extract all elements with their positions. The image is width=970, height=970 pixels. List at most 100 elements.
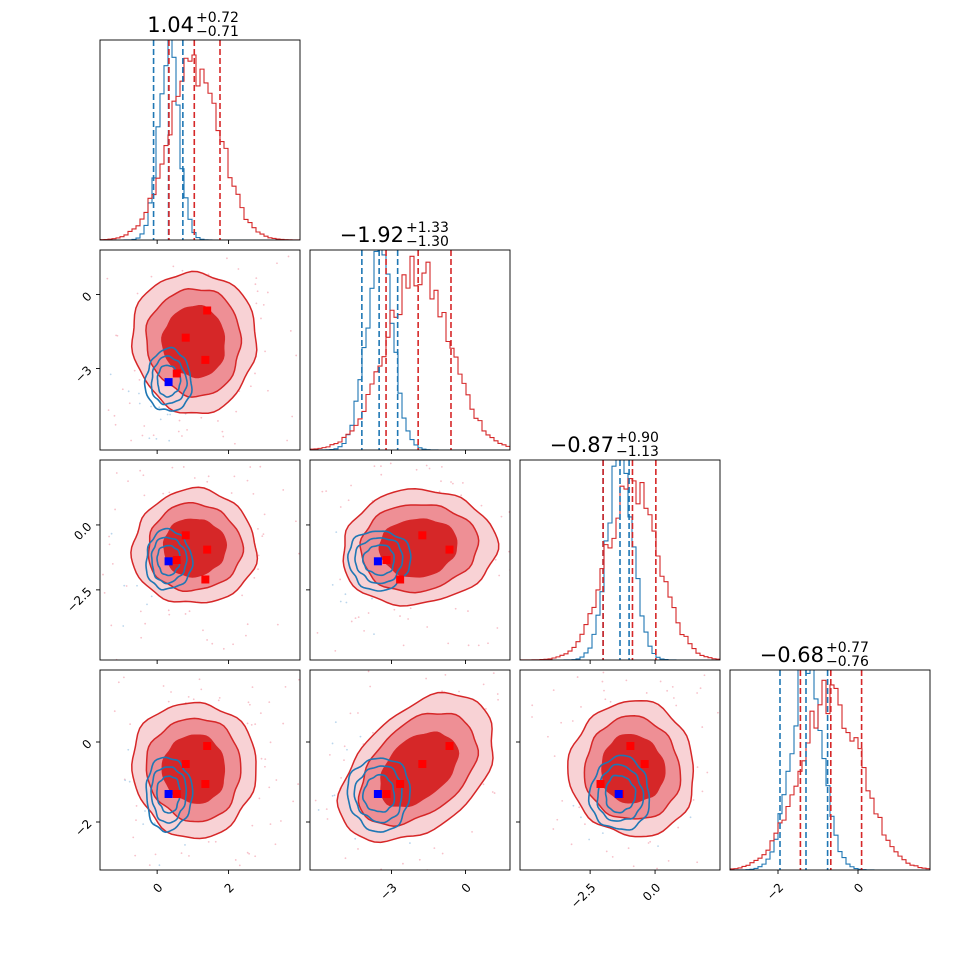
prior-sample-point xyxy=(317,809,320,811)
posterior-sample-point xyxy=(83,788,85,790)
y-tick-label: −2 xyxy=(72,817,94,839)
posterior-sample-point xyxy=(316,631,319,634)
posterior-sample-point xyxy=(125,876,127,878)
posterior-sample-point xyxy=(190,183,192,185)
x-tick-label: 0 xyxy=(150,880,165,895)
posterior-sample-point xyxy=(149,451,151,453)
posterior-sample-point xyxy=(350,337,352,339)
posterior-sample-point xyxy=(122,676,125,679)
panel-frame xyxy=(519,669,721,871)
posterior-sample-point xyxy=(188,643,190,645)
posterior-sample-point xyxy=(584,823,586,826)
posterior-sample-point xyxy=(745,846,747,848)
posterior-sample-point xyxy=(487,642,489,645)
posterior-sample-point xyxy=(560,418,562,420)
posterior-sample-point xyxy=(666,689,669,692)
posterior-sample-point xyxy=(264,758,267,761)
posterior-sample-point xyxy=(254,723,257,726)
posterior-sample-point xyxy=(525,619,527,621)
posterior-sample-point xyxy=(540,559,542,561)
posterior-sample-point xyxy=(276,262,278,265)
posterior-sample-point xyxy=(553,639,555,641)
posterior-sample-point xyxy=(259,574,261,576)
posterior-sample-point xyxy=(142,474,145,477)
prior-contour xyxy=(361,544,395,577)
posterior-sample-point xyxy=(259,924,261,926)
posterior-sample-point xyxy=(560,721,563,724)
posterior-sample-point xyxy=(552,828,555,830)
posterior-sample-point xyxy=(261,535,264,538)
posterior-sample-point xyxy=(734,809,736,811)
posterior-sample-point xyxy=(393,608,396,611)
posterior-sample-point xyxy=(251,824,254,827)
posterior-sample-point xyxy=(233,475,236,478)
param-title-3-median: −0.87 xyxy=(550,433,614,457)
posterior-contour xyxy=(601,734,666,804)
posterior-sample-point xyxy=(530,692,532,694)
posterior-sample-point xyxy=(264,350,266,353)
posterior-sample-point xyxy=(105,452,107,454)
posterior-sample-point xyxy=(154,853,157,856)
posterior-sample-point xyxy=(467,610,469,612)
posterior-sample-point xyxy=(87,777,89,779)
panel-frame xyxy=(309,669,511,871)
posterior-sample-point xyxy=(260,317,262,320)
prior-sample-point xyxy=(158,864,161,867)
prior-contour xyxy=(156,364,182,398)
posterior-marker xyxy=(172,369,181,378)
posterior-sample-point xyxy=(514,768,516,770)
posterior-sample-point xyxy=(604,698,607,701)
posterior-sample-point xyxy=(249,466,252,468)
posterior-sample-point xyxy=(264,765,266,768)
posterior-sample-point xyxy=(539,707,541,709)
posterior-sample-point xyxy=(739,736,741,738)
posterior-sample-point xyxy=(316,698,318,700)
panel-frame xyxy=(309,459,511,661)
posterior-sample-point xyxy=(92,274,94,276)
posterior-sample-point xyxy=(110,624,113,627)
posterior-sample-point xyxy=(135,805,138,807)
posterior-sample-point xyxy=(703,674,706,677)
posterior-sample-point xyxy=(254,372,256,375)
posterior-sample-point xyxy=(491,791,494,793)
posterior-sample-point xyxy=(560,897,562,899)
posterior-sample-point xyxy=(245,634,247,637)
prior-sample-point xyxy=(373,633,375,636)
posterior-sample-point xyxy=(357,848,359,850)
posterior-sample-point xyxy=(246,722,249,725)
posterior-sample-point xyxy=(344,857,347,860)
posterior-sample-point xyxy=(217,699,220,702)
posterior-sample-point xyxy=(677,826,680,829)
posterior-sample-point xyxy=(297,783,300,785)
posterior-sample-point xyxy=(517,866,519,868)
posterior-sample-point xyxy=(257,554,260,557)
posterior-sample-point xyxy=(292,800,295,803)
posterior-marker xyxy=(445,742,454,750)
param-title-4-minus: −0.76 xyxy=(826,654,869,670)
posterior-sample-point xyxy=(262,304,265,306)
param-title-1-minus: −0.71 xyxy=(196,24,239,40)
posterior-sample-point xyxy=(182,651,184,653)
posterior-sample-point xyxy=(152,434,155,437)
prior-sample-point xyxy=(146,603,148,606)
prior-sample-point xyxy=(147,472,149,474)
posterior-sample-point xyxy=(722,666,724,668)
posterior-sample-point xyxy=(276,623,279,626)
posterior-sample-point xyxy=(114,508,116,511)
posterior-sample-point xyxy=(551,586,553,588)
posterior-sample-point xyxy=(326,818,329,820)
posterior-sample-point xyxy=(74,566,76,568)
posterior-sample-point xyxy=(133,369,136,372)
y-tick-label: −3 xyxy=(72,363,94,385)
posterior-sample-point xyxy=(325,808,328,811)
hist-panel-4: −0.68 +0.77−0.76 xyxy=(729,640,931,871)
prior-sample-point xyxy=(128,780,131,783)
posterior-sample-point xyxy=(309,202,311,204)
posterior-sample-point xyxy=(166,443,168,445)
posterior-sample-point xyxy=(512,462,514,464)
prior-sample-point xyxy=(160,451,162,453)
prior-sample-point xyxy=(331,583,334,586)
prior-sample-point xyxy=(138,392,140,395)
posterior-sample-point xyxy=(625,679,628,682)
posterior-sample-point xyxy=(108,543,111,546)
